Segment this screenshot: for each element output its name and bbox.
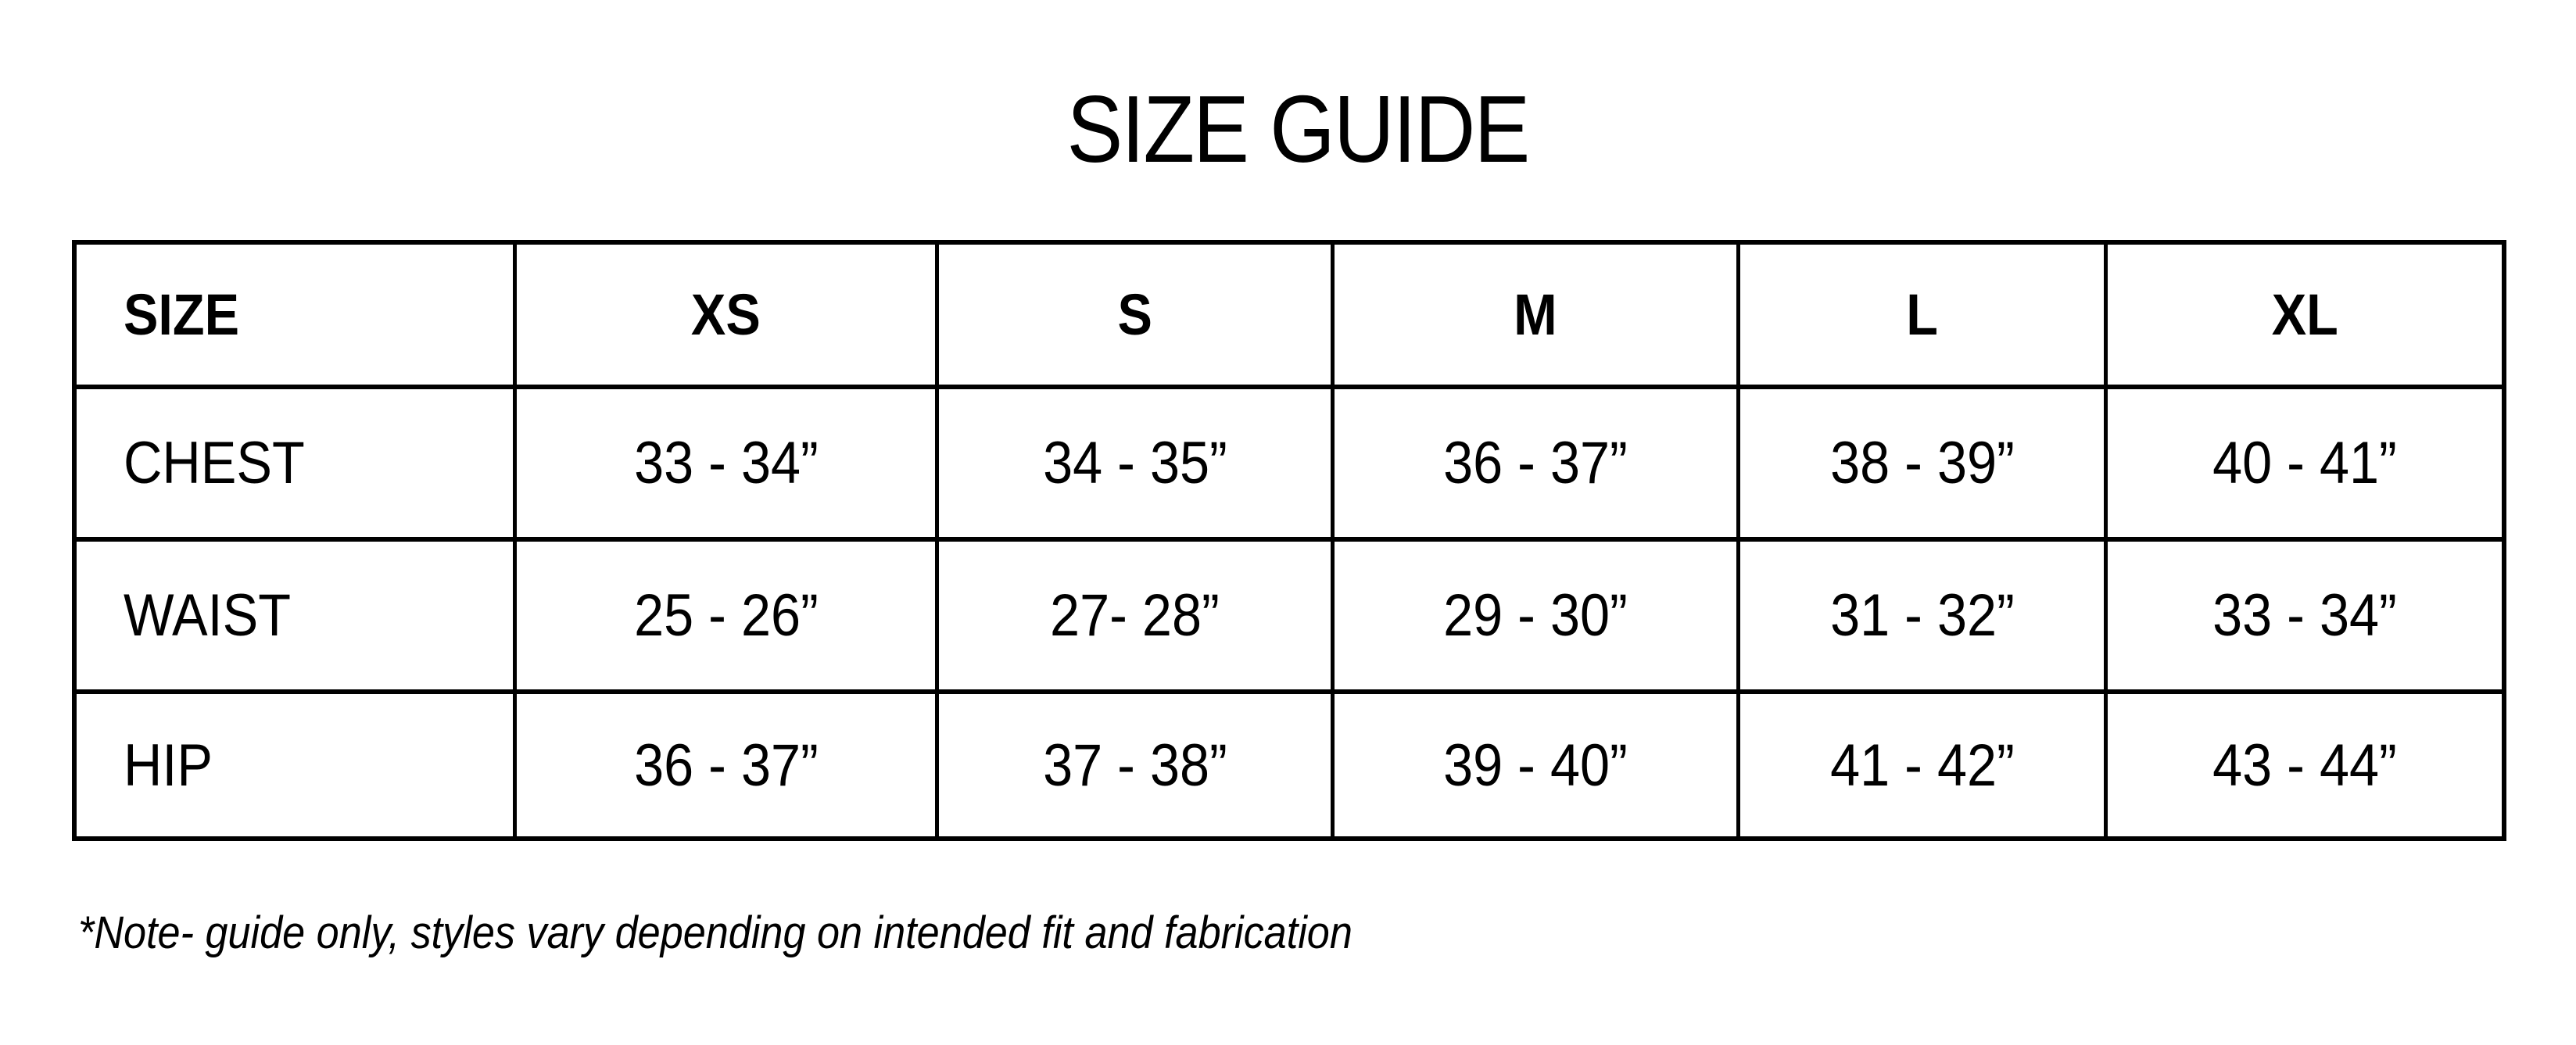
measurement-cell-text: 36 - 37”	[633, 732, 819, 799]
size-table: SIZE XS S M L XL CHEST 33 - 34” 34 - 35” 36 - 37”…	[72, 240, 2506, 841]
measurement-cell-text: 34 - 35”	[1042, 430, 1227, 496]
row-label-cell-text: CHEST	[124, 430, 305, 496]
row-label-cell: HIP	[77, 694, 517, 836]
measurement-cell: 33 - 34”	[2108, 542, 2502, 694]
measurement-cell: 25 - 26”	[517, 542, 939, 694]
measurement-cell-text: 40 - 41”	[2212, 430, 2397, 496]
header-cell-text: XS	[691, 282, 761, 347]
measurement-cell: 34 - 35”	[939, 389, 1335, 542]
measurement-cell: 39 - 40”	[1335, 694, 1740, 836]
row-label-cell-text: HIP	[124, 732, 213, 799]
header-cell-text: XL	[2271, 282, 2338, 347]
row-label-cell-text: WAIST	[124, 582, 292, 649]
measurement-cell: 27- 28”	[939, 542, 1335, 694]
measurement-cell-text: 43 - 44”	[2212, 732, 2397, 799]
measurement-cell-text: 33 - 34”	[2212, 582, 2397, 649]
row-label-cell: WAIST	[77, 542, 517, 694]
header-cell-text: S	[1117, 282, 1152, 347]
row-label-cell: CHEST	[77, 389, 517, 542]
measurement-cell: 31 - 32”	[1740, 542, 2108, 694]
header-cell: L	[1740, 245, 2108, 389]
measurement-cell: 41 - 42”	[1740, 694, 2108, 836]
measurement-cell-text: 29 - 30”	[1443, 582, 1628, 649]
measurement-cell: 40 - 41”	[2108, 389, 2502, 542]
measurement-cell: 29 - 30”	[1335, 542, 1740, 694]
measurement-cell-text: 38 - 39”	[1829, 430, 2015, 496]
footnote: *Note- guide only, styles vary depending…	[78, 907, 1352, 958]
measurement-cell-text: 37 - 38”	[1042, 732, 1227, 799]
page-title: SIZE GUIDE	[1066, 76, 1531, 182]
measurement-cell: 36 - 37”	[517, 694, 939, 836]
measurement-cell-text: 31 - 32”	[1829, 582, 2015, 649]
measurement-cell: 36 - 37”	[1335, 389, 1740, 542]
measurement-cell-text: 27- 28”	[1050, 582, 1220, 649]
measurement-cell-text: 25 - 26”	[633, 582, 819, 649]
measurement-cell-text: 39 - 40”	[1443, 732, 1628, 799]
measurement-cell-text: 36 - 37”	[1443, 430, 1628, 496]
header-cell: M	[1335, 245, 1740, 389]
header-cell: XS	[517, 245, 939, 389]
measurement-cell-text: 33 - 34”	[633, 430, 819, 496]
header-cell: S	[939, 245, 1335, 389]
measurement-cell: 43 - 44”	[2108, 694, 2502, 836]
header-cell: SIZE	[77, 245, 517, 389]
header-cell-text: L	[1906, 282, 1938, 347]
measurement-cell: 33 - 34”	[517, 389, 939, 542]
measurement-cell: 38 - 39”	[1740, 389, 2108, 542]
header-cell: XL	[2108, 245, 2502, 389]
measurement-cell-text: 41 - 42”	[1829, 732, 2015, 799]
header-cell-text: M	[1514, 282, 1557, 347]
measurement-cell: 37 - 38”	[939, 694, 1335, 836]
header-cell-text: SIZE	[124, 282, 240, 347]
